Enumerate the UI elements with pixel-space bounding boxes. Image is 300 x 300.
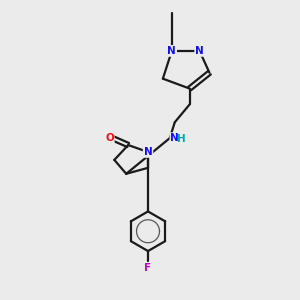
Text: N: N	[144, 147, 152, 157]
Text: O: O	[105, 133, 114, 143]
Text: H: H	[177, 134, 186, 144]
Text: N: N	[170, 133, 179, 143]
Text: N: N	[195, 46, 204, 56]
Text: N: N	[167, 46, 176, 56]
Text: F: F	[145, 263, 152, 273]
